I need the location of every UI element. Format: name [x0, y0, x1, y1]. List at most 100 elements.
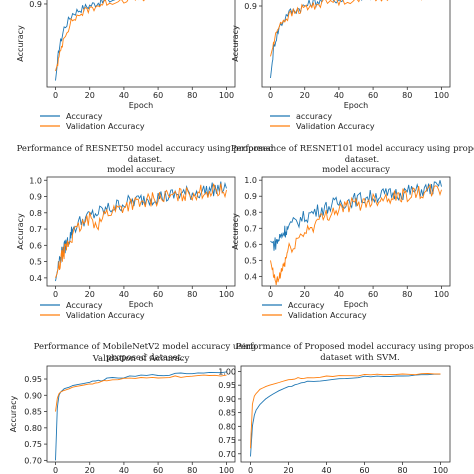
chart-panel-5: 0 20 40 60 80 100 0.70 0.75 0.80 0.85 0.90 0.95 Accu…	[9, 354, 236, 474]
x-tick-label: 0	[248, 466, 253, 474]
x-tick-label: 0	[53, 466, 58, 474]
x-tick-label: 20	[85, 290, 95, 299]
y-tick-label: 0.95	[218, 381, 236, 390]
accuracy-line	[55, 181, 227, 282]
y-axis-label: Accuracy	[231, 213, 240, 250]
caption-resnet101-line2: dataset.	[345, 155, 380, 165]
x-tick-label: 60	[153, 466, 163, 474]
y-tick-label: 0.80	[24, 424, 42, 433]
x-axis-label: Epoch	[344, 300, 369, 309]
y-tick-label: 0.90	[218, 395, 236, 404]
plot-frame	[46, 0, 236, 88]
x-tick-label: 100	[219, 290, 234, 299]
caption-resnet101-line1: Performance of RESNET101 model accuracy …	[231, 144, 474, 154]
accuracy-line	[55, 0, 139, 81]
y-tick-label: 0.6	[29, 241, 42, 250]
validation-line	[250, 373, 441, 449]
x-axis-label: Epoch	[344, 101, 369, 110]
x-tick-label: 60	[368, 290, 378, 299]
validation-line	[270, 183, 442, 286]
plot-frame	[261, 176, 451, 287]
x-tick-label: 100	[219, 91, 234, 100]
validation-line	[55, 0, 145, 72]
chart-panels: 0 20 40 60 80 1000.9EpochAccuracyAccuracyVali…	[9, 0, 451, 474]
plot-frame	[46, 365, 236, 463]
chart-panel-6: 0 20 40 60 80 100 0.70 0.75 0.80 0.85 0.90 0.95 1.00	[218, 365, 451, 474]
x-tick-label: 80	[402, 290, 412, 299]
x-tick-label: 80	[187, 290, 197, 299]
captions: Performance of RESNET50 model accuracy u…	[17, 144, 474, 363]
x-tick-label: 0	[268, 290, 273, 299]
y-tick-label: 0.8	[244, 208, 257, 217]
x-tick-label: 40	[119, 91, 129, 100]
chart-panel-4: 0 20 40 60 80 1000.40.50.60.70.80.91.0EpochAc…	[231, 165, 451, 320]
y-tick-label: 0.75	[218, 436, 236, 445]
x-tick-label: 40	[334, 290, 344, 299]
plot-frame	[261, 0, 451, 88]
x-tick-label: 40	[321, 466, 331, 474]
caption-proposed-line2: dataset with SVM.	[320, 353, 399, 363]
y-tick-label: 0.4	[29, 274, 42, 283]
x-tick-label: 0	[53, 290, 58, 299]
chart-title: Validation of Accuracy	[92, 354, 190, 364]
chart-panel-1: 0 20 40 60 80 1000.9EpochAccuracyAccuracyVali…	[16, 0, 236, 131]
x-tick-label: 20	[85, 466, 95, 474]
legend-label: accuracy	[296, 112, 332, 121]
y-tick-label: 1.0	[244, 176, 257, 185]
legend-label: Accuracy	[66, 112, 103, 121]
caption-mobilenetv2-line1: Performance of MobileNetV2 model accurac…	[34, 342, 257, 352]
x-tick-label: 100	[433, 466, 448, 474]
y-tick-label: 0.9	[29, 193, 42, 202]
y-axis-label: Accuracy	[16, 25, 25, 62]
x-tick-label: 80	[187, 466, 197, 474]
y-axis-label: Accuracy	[231, 25, 240, 62]
accuracy-line	[270, 180, 442, 251]
y-axis-label: Accuracy	[9, 395, 18, 432]
accuracy-line	[250, 373, 441, 457]
y-tick-label: 0.4	[244, 272, 257, 281]
x-tick-label: 40	[119, 466, 129, 474]
legend-label: Validation Accuracy	[288, 311, 367, 320]
y-tick-label: 0.8	[29, 209, 42, 218]
y-tick-label: 0.5	[29, 258, 42, 267]
y-tick-label: 0.75	[24, 440, 42, 449]
legend-label: Accuracy	[288, 301, 325, 310]
x-tick-label: 60	[368, 91, 378, 100]
x-tick-label: 60	[153, 91, 163, 100]
legend-label: Accuracy	[66, 301, 103, 310]
caption-resnet50-line2: dataset.	[128, 155, 163, 165]
y-tick-label: 1.0	[29, 176, 42, 185]
y-tick-label: 0.90	[24, 391, 42, 400]
validation-line	[55, 183, 227, 279]
y-tick-label: 0.7	[244, 224, 257, 233]
legend-label: Validation Accuracy	[66, 311, 145, 320]
caption-mobilenetv2-line2: proposed dataset.	[106, 353, 183, 363]
y-tick-label: 0.70	[24, 456, 42, 465]
y-tick-label: 0.5	[244, 256, 257, 265]
y-tick-label: 0.9	[244, 2, 257, 11]
y-tick-label: 0.7	[29, 225, 42, 234]
x-tick-label: 100	[434, 91, 449, 100]
x-tick-label: 60	[153, 290, 163, 299]
caption-proposed-line1: Performance of Proposed model accuracy u…	[236, 342, 474, 352]
x-tick-label: 20	[300, 91, 310, 100]
y-tick-label: 0.9	[244, 192, 257, 201]
plot-frame	[240, 365, 451, 463]
y-tick-label: 0.85	[218, 409, 236, 418]
y-tick-label: 0.70	[218, 450, 236, 459]
x-tick-label: 80	[402, 91, 412, 100]
x-tick-label: 80	[187, 91, 197, 100]
x-axis-label: Epoch	[129, 101, 154, 110]
x-tick-label: 60	[359, 466, 369, 474]
x-axis-label: Epoch	[129, 300, 154, 309]
chart-title: model accuracy	[107, 165, 175, 175]
y-tick-label: 0.9	[29, 0, 42, 9]
x-tick-label: 80	[397, 466, 407, 474]
x-tick-label: 100	[434, 290, 449, 299]
x-tick-label: 100	[219, 466, 234, 474]
